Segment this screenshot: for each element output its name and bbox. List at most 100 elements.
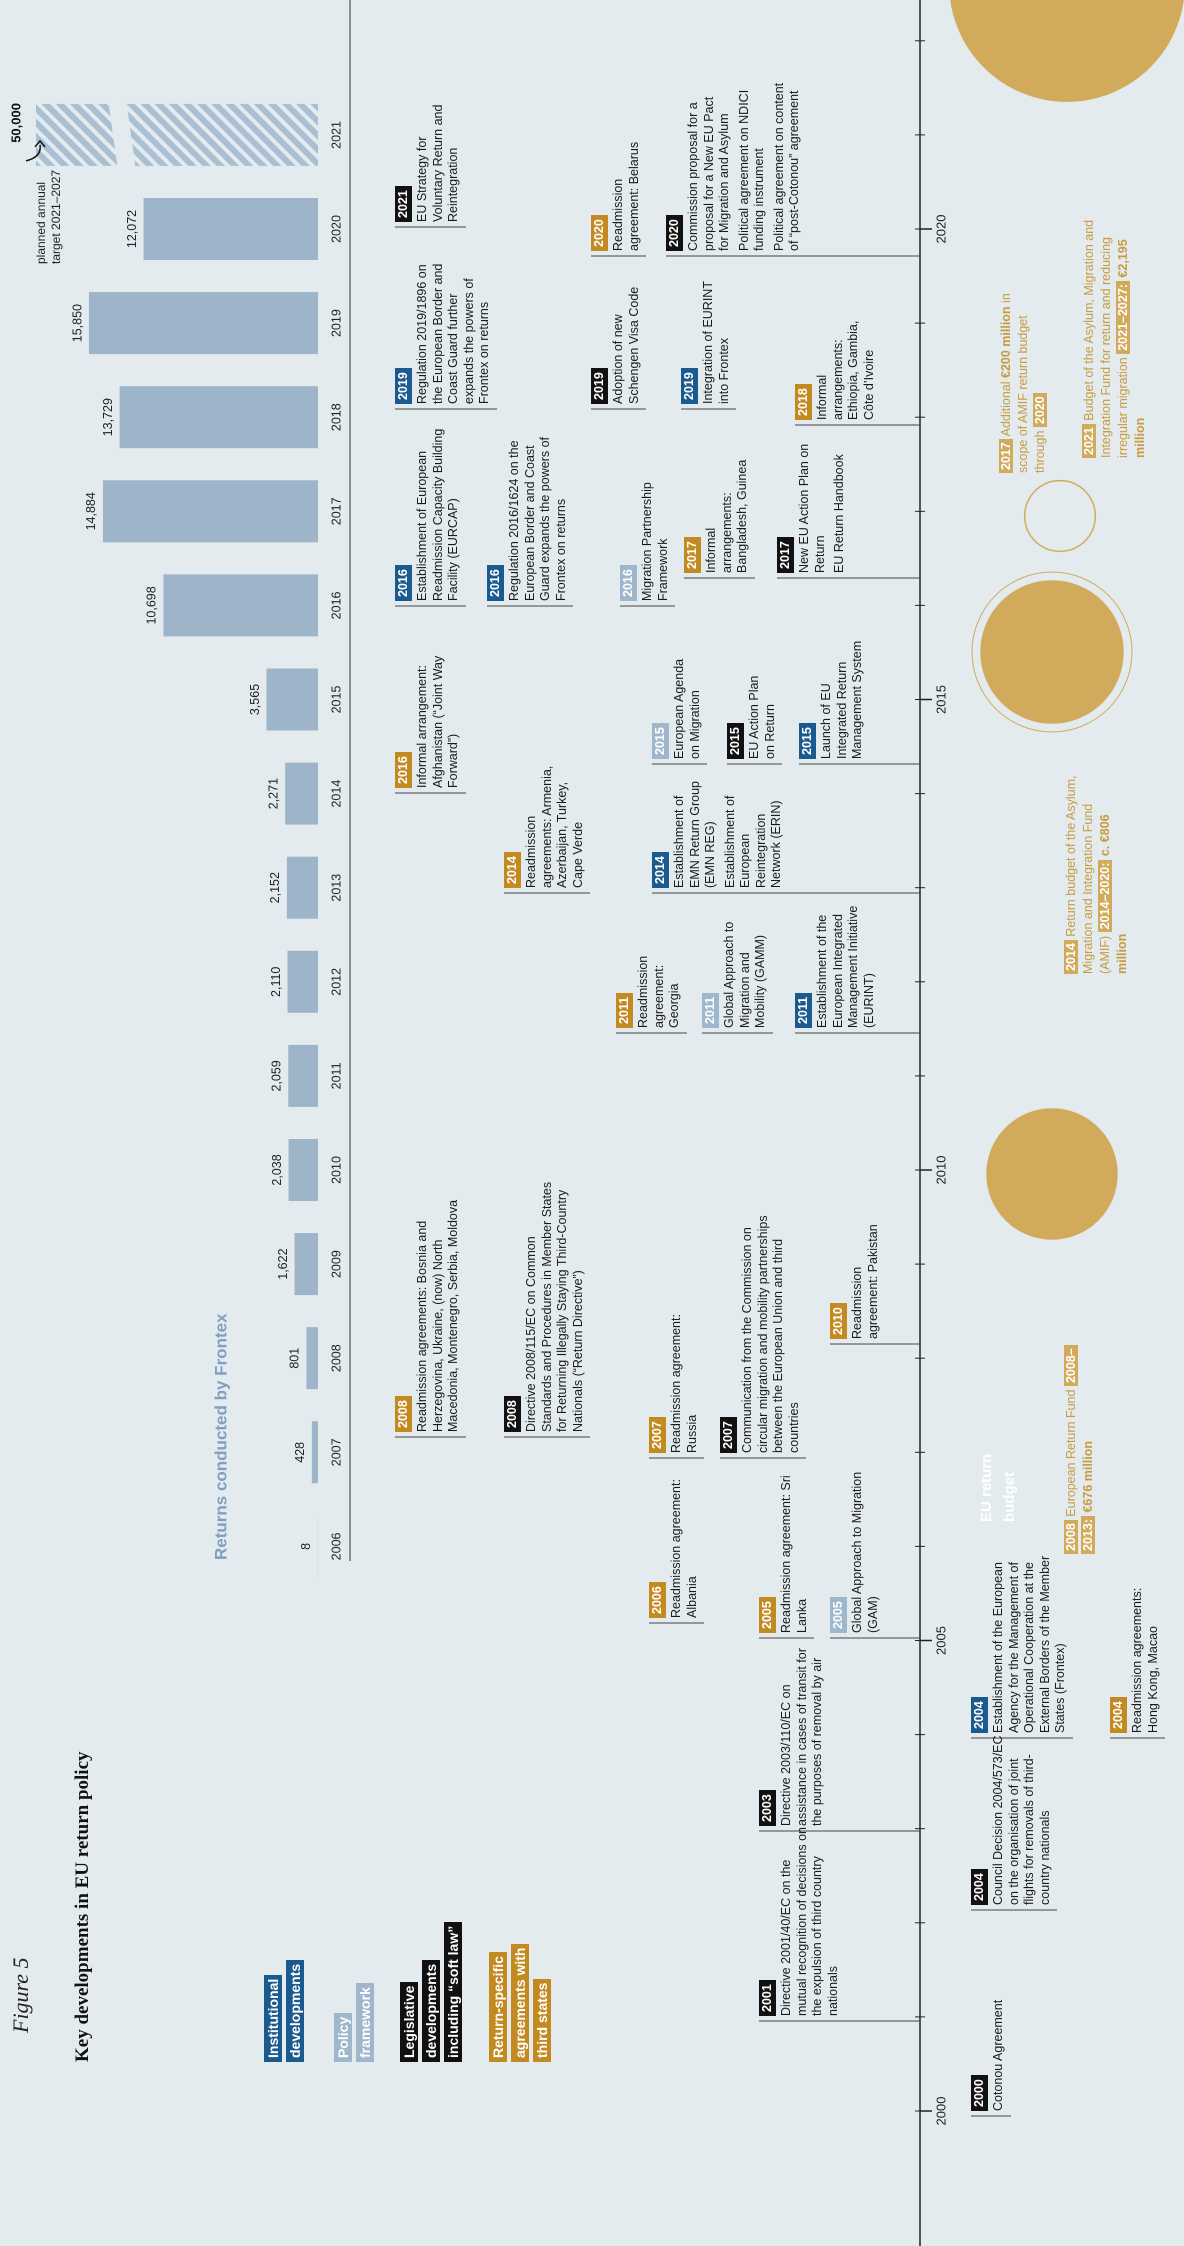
year-badge: 2015	[727, 723, 744, 759]
entry-text: Readmission agreement: Belarus	[611, 141, 641, 251]
entry-text: Readmission agreement: Albania	[669, 1479, 699, 1618]
timeline-entry: 2007 Communication from the Commission on…	[720, 1208, 806, 1453]
timeline-year: 2020	[933, 215, 948, 244]
entry-text: Informal arrangements: Ethiopia, Gambia,…	[815, 320, 876, 420]
timeline-year: 2015	[933, 685, 948, 714]
year-badge: 2010	[830, 1303, 847, 1339]
entry-text: Readmission agreement: Pakistan	[850, 1224, 880, 1339]
timeline-entry: 2010 Readmission agreement: Pakistan	[830, 1204, 885, 1339]
timeline-entry: 2020 Readmission agreement: Belarus	[591, 131, 646, 251]
budget-badge: 2017	[999, 439, 1013, 473]
budget-badge: 2020	[1033, 393, 1047, 428]
entry-text: Readmission agreements: Armenia, Azerbai…	[524, 765, 585, 888]
timeline-entry: 2006 Readmission agreement: Albania	[649, 1478, 704, 1618]
budget-badge: 2008	[1064, 1520, 1078, 1554]
entry-text: Council Decision 2004/573/EC on the orga…	[991, 1735, 1052, 1905]
timeline-entry: 2019 Integration of EURINT into Frontex	[681, 274, 736, 404]
timeline-entry: 2007 Readmission agreement: Russia	[649, 1303, 704, 1453]
entry-text: Migration Partnership Framework	[640, 482, 670, 601]
entry-text: Informal arrangement: Afghanistan (“Join…	[415, 655, 460, 788]
year-badge: 2017	[684, 537, 701, 573]
timeline-entry: 2004 Council Decision 2004/573/EC on the …	[971, 1735, 1057, 1905]
value-label: 14,884	[84, 492, 98, 530]
budget-amount: €200 million	[999, 306, 1013, 378]
timeline-entry: 2016 Informal arrangement: Afghanistan (“…	[395, 608, 466, 788]
year-badge: 2007	[649, 1417, 666, 1453]
budget-badge: 2014–2020:	[1098, 859, 1112, 933]
timeline-year: 2005	[933, 1626, 948, 1655]
value-label: 12,072	[125, 210, 139, 248]
entry-text: Establishment of the European Agency for…	[991, 1555, 1067, 1733]
year-badge: 2019	[681, 368, 698, 404]
year-badge: 2005	[759, 1597, 776, 1633]
entry-text: Integration of EURINT into Frontex	[701, 281, 731, 404]
budget-circle	[949, 0, 1184, 102]
year-badge: 2011	[795, 992, 812, 1028]
year-badge: 2006	[649, 1582, 666, 1618]
entry-text: Establishment of EMN Return Group (EMN R…	[672, 781, 717, 888]
value-label: 428	[293, 1442, 307, 1463]
year-badge: 2000	[971, 2075, 988, 2111]
year-badge: 2015	[799, 723, 816, 759]
timeline-entry: 2011 Readmission agreement: Georgia	[616, 918, 687, 1028]
legend-label: Institutional developments	[264, 1959, 304, 2062]
timeline-entry: 2016 Regulation 2016/1624 on the European…	[487, 426, 573, 601]
year-badge: 2014	[652, 852, 669, 888]
legend-label: Legislative developments including “soft…	[400, 1921, 462, 2062]
timeline-year: 2010	[933, 1156, 948, 1185]
x-tick-label: 2015	[329, 686, 343, 714]
timeline-entry: 2011 Global Approach to Migration and Mob…	[702, 908, 773, 1028]
x-tick-label: 2014	[329, 780, 343, 808]
year-badge: 2003	[759, 1790, 776, 1826]
timeline-entry: 2018 Informal arrangements: Ethiopia, Gam…	[795, 300, 881, 420]
timeline-entry: 2008 Directive 2008/115/EC on Common Stan…	[504, 1177, 590, 1432]
bar	[287, 950, 318, 1013]
year-badge: 2005	[830, 1597, 847, 1633]
x-tick-label: 2012	[329, 968, 343, 996]
x-tick-label: 2010	[329, 1156, 343, 1184]
bar	[102, 480, 319, 543]
x-tick-label: 2011	[329, 1062, 343, 1089]
x-tick-label: 2006	[329, 1532, 343, 1560]
year-badge: 2008	[504, 1396, 521, 1432]
bar	[288, 1044, 318, 1107]
entry-text: Cotonou Agreement	[991, 1999, 1005, 2111]
entry-text: Establishment of European Readmission Ca…	[415, 428, 460, 601]
budget-circle	[986, 1108, 1118, 1240]
value-label: 2,271	[266, 778, 280, 809]
x-tick-label: 2008	[329, 1344, 343, 1372]
entry-text: Directive 2003/110/EC on assistance in c…	[779, 1648, 824, 1826]
entry-text: Communication from the Commission on cir…	[740, 1215, 801, 1453]
value-label: 3,565	[248, 684, 262, 715]
x-tick-label: 2016	[329, 591, 343, 619]
x-tick-label: 2013	[329, 874, 343, 902]
year-badge: 2011	[702, 992, 719, 1028]
figure-label: Figure 5	[8, 1957, 33, 2033]
budget-circle	[980, 580, 1124, 724]
year-badge: 2017	[777, 537, 794, 573]
entry-text: Regulation 2019/1896 on the European Bor…	[415, 263, 491, 404]
budget-circle	[1023, 479, 1097, 553]
timeline-entry: 2004 Readmission agreements: Hong Kong, M…	[1110, 1583, 1165, 1733]
budget-title-text: EU return budget	[978, 1453, 1018, 1522]
entry-text: Commission proposal for a proposal for a…	[686, 96, 731, 251]
timeline-entry: 2015 EU Action Plan on Return	[727, 659, 782, 759]
timeline-entry: 2005 Readmission agreement: Sri Lanka	[759, 1443, 814, 1633]
bar	[119, 386, 318, 449]
timeline-entry: 2008 Readmission agreements: Bosnia and H…	[395, 1177, 466, 1432]
budget-badge: 2014	[1064, 940, 1078, 974]
x-tick-label: 2019	[329, 309, 343, 337]
timeline-entry: 2015 European Agenda on Migration	[652, 649, 707, 759]
x-tick-label: 2007	[329, 1438, 343, 1466]
value-label: 50,000	[8, 103, 23, 143]
value-label: 2,110	[269, 967, 283, 997]
axis-break	[108, 98, 136, 171]
entry-text: EU Action Plan on Return	[747, 675, 777, 759]
budget-amount: €676 million	[1081, 1440, 1095, 1513]
bar	[36, 103, 318, 166]
budget-item: 2017 Additional €200 million in scope of…	[998, 273, 1049, 473]
value-label: 801	[288, 1348, 302, 1369]
entry-text: Establishment of European Reintegration …	[722, 795, 784, 888]
entry-text: EU Return Handbook	[832, 454, 846, 573]
value-label: 2,038	[270, 1154, 284, 1185]
